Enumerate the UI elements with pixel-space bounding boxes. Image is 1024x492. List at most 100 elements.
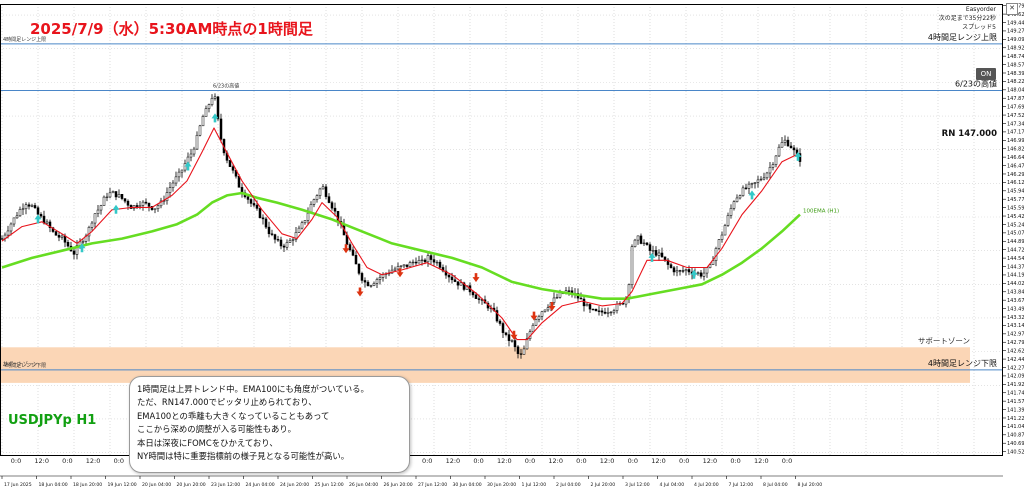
time-tick-label: 20 Jun 20:00	[177, 482, 206, 488]
time-tick-label: 27 Jun 12:00	[418, 482, 447, 488]
time-tick-label: 4 Jul 04:00	[660, 482, 685, 488]
price-tick-label: 143.670	[1007, 298, 1024, 304]
buy-arrow-icon	[78, 243, 86, 253]
price-tick-label: 147.695	[1007, 104, 1024, 110]
candle-body	[261, 217, 265, 220]
time-tick-label: 2 Jul 20:00	[591, 482, 616, 488]
candle-body	[75, 245, 79, 255]
candle-body	[654, 250, 658, 256]
candle-body	[567, 290, 571, 292]
sell-arrow-icon	[530, 311, 538, 321]
price-tick-label: 142.095	[1007, 374, 1024, 380]
price-tick-label: 146.820	[1007, 147, 1024, 153]
candle-body	[708, 264, 712, 268]
time-row-label: 0:0	[525, 457, 535, 465]
commentary-line: NY時間は特に重要指標前の様子見となる可能性が高い。	[137, 451, 350, 462]
candle-body	[516, 346, 520, 354]
candle-body	[765, 172, 769, 179]
candle-body	[591, 308, 595, 311]
candle-body	[453, 279, 457, 282]
price-tick-label: 145.070	[1007, 231, 1024, 237]
candle-body	[207, 104, 211, 109]
buy-arrow-icon	[648, 252, 656, 262]
candle-body	[357, 263, 361, 274]
candle-body	[294, 232, 298, 240]
buy-arrow-icon	[690, 269, 698, 279]
candle-body	[771, 164, 775, 168]
candle-body	[402, 264, 406, 267]
on-button[interactable]: ON	[976, 68, 996, 80]
candle-body	[498, 320, 502, 324]
candle-body	[165, 192, 169, 202]
candle-body	[324, 186, 328, 197]
candle-body	[405, 264, 409, 267]
price-tick-label: 141.920	[1007, 382, 1024, 388]
price-tick-label: 144.895	[1007, 239, 1024, 245]
level-left-label: 4時間足レンジ下限	[3, 362, 46, 369]
price-tick-label: 144.720	[1007, 247, 1024, 253]
candle-body	[363, 280, 367, 283]
candle-body	[732, 201, 736, 209]
candle-body	[726, 215, 730, 226]
ema100-label: 100EMA (H1)	[803, 209, 839, 215]
candle-body	[111, 191, 115, 194]
candle-body	[321, 186, 325, 190]
buy-arrow-icon	[34, 214, 42, 224]
candle-body	[366, 281, 370, 287]
candle-body	[330, 202, 334, 209]
candle-body	[519, 353, 523, 355]
price-tick-label: 142.445	[1007, 357, 1024, 363]
price-tick-label: 144.370	[1007, 264, 1024, 270]
candle-body	[60, 235, 64, 238]
plot-frame	[0, 4, 1003, 456]
candle-body	[177, 171, 181, 178]
commentary-line: 1時間足は上昇トレンド中。EMA100にも角度がついている。	[137, 384, 369, 394]
info-next-bar: 次の足まで35分22秒	[938, 15, 996, 22]
price-tick-label: 148.745	[1007, 54, 1024, 60]
candle-body	[792, 147, 796, 151]
candle-body	[660, 252, 664, 258]
candle-body	[63, 235, 67, 243]
price-tick-label: 147.170	[1007, 130, 1024, 136]
time-row-label: 0:0	[782, 457, 792, 465]
candle-body	[735, 197, 739, 202]
candle-body	[315, 195, 319, 200]
time-tick-label: 30 Jun 20:00	[487, 482, 516, 488]
price-tick-label: 149.270	[1007, 29, 1024, 35]
candle-body	[588, 304, 592, 310]
time-tick-label: 20 Jun 04:00	[142, 482, 171, 488]
candle-body	[168, 187, 172, 193]
candle-body	[24, 204, 28, 210]
candle-body	[753, 182, 757, 184]
time-tick-label: 8 Jul 04:00	[763, 482, 788, 488]
candle-body	[378, 277, 382, 280]
candle-body	[435, 261, 439, 264]
candle-body	[720, 234, 724, 240]
price-tick-label: 140.870	[1007, 433, 1024, 439]
candle-body	[57, 235, 61, 238]
candle-body	[87, 226, 91, 237]
candle-body	[360, 273, 364, 281]
candle-body	[552, 297, 556, 303]
ema100-line	[1, 191, 801, 300]
candle-body	[312, 199, 316, 205]
level-left-label: 4時間足レンジ上限	[3, 36, 46, 43]
buy-arrow-icon	[748, 190, 756, 200]
candle-body	[213, 96, 217, 99]
time-tick-label: 17 Jun 2025	[4, 482, 32, 488]
candle-body	[90, 222, 94, 228]
time-row-label: 12:0	[497, 457, 512, 465]
candle-body	[507, 334, 511, 341]
candle-body	[81, 241, 85, 243]
candle-body	[540, 311, 544, 317]
sell-arrow-icon	[510, 330, 518, 340]
candle-body	[594, 308, 598, 312]
time-row-label: 0:0	[628, 457, 638, 465]
candle-body	[39, 214, 43, 217]
candle-body	[114, 191, 118, 198]
close-icon[interactable]: ✕	[1006, 3, 1018, 15]
candle-body	[579, 297, 583, 300]
candle-body	[555, 296, 559, 299]
candle-body	[36, 207, 40, 215]
chart-title: 2025/7/9（水）5:30AM時点の1時間足	[30, 20, 313, 38]
